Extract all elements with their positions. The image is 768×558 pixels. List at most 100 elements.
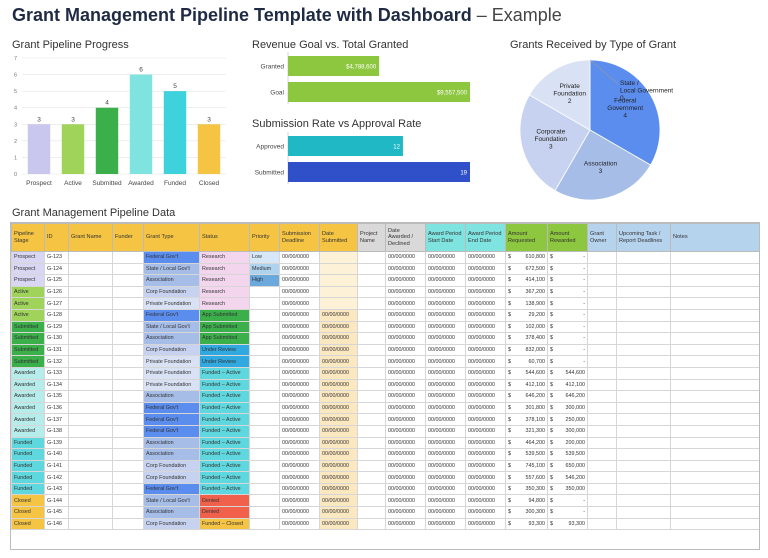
table-cell[interactable]: 00/00/0000 <box>465 262 506 276</box>
column-header[interactable]: Amount Rewarded <box>547 223 588 252</box>
table-cell[interactable] <box>112 297 144 310</box>
table-cell[interactable]: G-136 <box>44 401 69 415</box>
table-cell[interactable] <box>68 390 113 403</box>
table-cell[interactable] <box>68 285 113 299</box>
column-header[interactable]: Award Period Start Date <box>425 223 466 252</box>
table-cell[interactable] <box>249 459 280 473</box>
table-cell[interactable]: 00/00/0000 <box>279 251 320 264</box>
table-cell[interactable] <box>249 506 280 519</box>
table-cell[interactable] <box>319 251 358 264</box>
column-header[interactable]: ID <box>44 223 69 252</box>
table-cell[interactable]: $367,200 <box>505 285 548 299</box>
table-cell[interactable] <box>68 343 113 357</box>
table-cell[interactable] <box>112 274 144 287</box>
table-cell[interactable]: 00/00/0000 <box>465 506 506 519</box>
table-cell[interactable]: G-140 <box>44 448 69 461</box>
table-cell[interactable]: 00/00/0000 <box>425 413 466 426</box>
table-cell[interactable]: Funded – Active <box>199 366 250 380</box>
table-cell[interactable]: 00/00/0000 <box>465 251 506 264</box>
table-cell[interactable]: $412,100 <box>547 378 588 392</box>
table-cell[interactable]: Submitted <box>11 355 45 368</box>
table-cell[interactable]: G-145 <box>44 506 69 519</box>
table-cell[interactable]: G-143 <box>44 482 69 496</box>
table-cell[interactable] <box>670 506 759 519</box>
table-cell[interactable]: Funded – Active <box>199 390 250 403</box>
column-header[interactable]: Date Submitted <box>319 223 358 252</box>
table-cell[interactable]: $412,100 <box>505 378 548 392</box>
table-cell[interactable]: Corp Foundation <box>143 285 200 299</box>
table-cell[interactable] <box>112 251 144 264</box>
table-cell[interactable] <box>670 424 759 438</box>
column-header[interactable]: Grant Owner <box>587 223 617 252</box>
table-cell[interactable] <box>319 285 358 299</box>
table-cell[interactable]: 00/00/0000 <box>319 482 358 496</box>
table-cell[interactable]: Awarded <box>11 378 45 392</box>
table-cell[interactable] <box>670 320 759 334</box>
table-cell[interactable]: 00/00/0000 <box>425 494 466 508</box>
table-row[interactable]: Prospect G-123 Federal Gov't Research Low 00/… <box>11 251 759 264</box>
table-cell[interactable]: Funded – Closed <box>199 517 250 531</box>
table-cell[interactable] <box>357 251 386 264</box>
table-row[interactable]: Closed G-145 Association Denied 00/00/0000 00… <box>11 506 759 519</box>
column-header[interactable]: Status <box>199 223 250 252</box>
table-cell[interactable]: Submitted <box>11 320 45 334</box>
table-cell[interactable]: Active <box>11 285 45 299</box>
table-cell[interactable]: 00/00/0000 <box>319 424 358 438</box>
table-cell[interactable]: $544,600 <box>505 366 548 380</box>
table-cell[interactable]: G-138 <box>44 424 69 438</box>
table-cell[interactable]: Funded – Active <box>199 448 250 461</box>
table-cell[interactable]: 00/00/0000 <box>279 274 320 287</box>
table-cell[interactable]: 00/00/0000 <box>319 471 358 484</box>
table-cell[interactable] <box>616 308 671 322</box>
table-cell[interactable]: $200,000 <box>547 436 588 450</box>
table-cell[interactable]: 00/00/0000 <box>279 332 320 345</box>
table-cell[interactable]: 00/00/0000 <box>319 355 358 368</box>
table-cell[interactable] <box>587 355 617 368</box>
table-cell[interactable]: 00/00/0000 <box>279 285 320 299</box>
table-cell[interactable]: G-126 <box>44 285 69 299</box>
table-cell[interactable]: $ - <box>547 343 588 357</box>
table-cell[interactable] <box>357 320 386 334</box>
table-cell[interactable] <box>249 285 280 299</box>
table-cell[interactable]: G-139 <box>44 436 69 450</box>
table-cell[interactable]: 00/00/0000 <box>385 448 426 461</box>
table-cell[interactable]: G-127 <box>44 297 69 310</box>
table-cell[interactable] <box>249 494 280 508</box>
table-cell[interactable] <box>112 459 144 473</box>
table-cell[interactable]: 00/00/0000 <box>319 517 358 531</box>
table-cell[interactable]: 00/00/0000 <box>385 355 426 368</box>
table-cell[interactable]: 00/00/0000 <box>465 332 506 345</box>
table-cell[interactable]: Research <box>199 274 250 287</box>
table-cell[interactable]: Funded <box>11 471 45 484</box>
table-cell[interactable] <box>249 413 280 426</box>
table-cell[interactable] <box>616 517 671 531</box>
table-cell[interactable]: 00/00/0000 <box>465 285 506 299</box>
table-cell[interactable]: 00/00/0000 <box>385 262 426 276</box>
table-cell[interactable] <box>587 251 617 264</box>
table-cell[interactable]: $ - <box>547 251 588 264</box>
table-cell[interactable] <box>616 274 671 287</box>
table-cell[interactable]: G-125 <box>44 274 69 287</box>
table-cell[interactable]: Federal Gov't <box>143 401 200 415</box>
table-cell[interactable] <box>670 332 759 345</box>
table-cell[interactable]: Funded <box>11 482 45 496</box>
table-cell[interactable] <box>616 378 671 392</box>
table-cell[interactable] <box>68 378 113 392</box>
table-cell[interactable]: 00/00/0000 <box>425 320 466 334</box>
table-cell[interactable] <box>616 459 671 473</box>
table-cell[interactable]: 00/00/0000 <box>425 459 466 473</box>
table-cell[interactable]: G-130 <box>44 332 69 345</box>
table-cell[interactable]: 00/00/0000 <box>319 320 358 334</box>
table-row[interactable]: Active G-126 Corp Foundation Research 00/00/… <box>11 285 759 299</box>
table-cell[interactable] <box>249 378 280 392</box>
table-row[interactable]: Awarded G-133 Private Foundation Funded – A… <box>11 366 759 380</box>
table-cell[interactable]: 00/00/0000 <box>385 494 426 508</box>
table-cell[interactable]: $378,100 <box>505 413 548 426</box>
column-header[interactable]: Pipeline Stage <box>11 223 45 252</box>
table-cell[interactable]: 00/00/0000 <box>385 343 426 357</box>
table-cell[interactable]: Funded – Active <box>199 459 250 473</box>
table-row[interactable]: Funded G-140 Association Funded – Active 00/… <box>11 448 759 461</box>
table-cell[interactable]: Awarded <box>11 401 45 415</box>
table-row[interactable]: Closed G-144 State / Local Gov't Denied 00/0… <box>11 494 759 508</box>
table-cell[interactable] <box>68 494 113 508</box>
